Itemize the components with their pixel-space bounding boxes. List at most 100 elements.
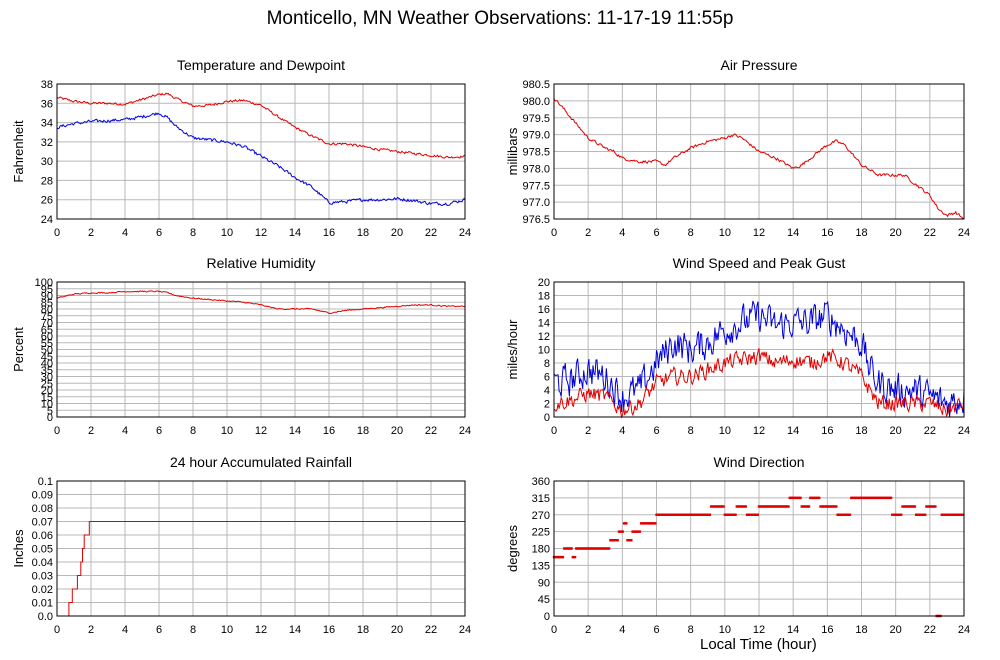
y-tick-label: 360	[532, 476, 550, 488]
x-tick-label: 14	[289, 624, 301, 636]
wind-direction-point	[611, 539, 615, 542]
y-tick-label: 90	[538, 577, 550, 589]
wind-direction-point	[863, 496, 866, 500]
y-tick-label: 16	[538, 304, 550, 316]
wind-direction-point	[668, 513, 672, 516]
y-tick-label: 14	[538, 318, 550, 330]
wind-direction-point	[923, 513, 927, 516]
y-tick-label: 979.0	[522, 130, 550, 142]
y-tick-label: 10	[538, 345, 550, 357]
plot-frame	[56, 281, 466, 418]
y-tick-label: 0.07	[32, 517, 53, 529]
series-line-red	[56, 92, 466, 159]
wind-direction-point	[697, 513, 701, 516]
wind-direction-point	[588, 547, 591, 550]
x-tick-label: 18	[357, 624, 369, 636]
x-axis-label: Local Time (hour)	[700, 636, 817, 653]
wind-direction-point	[932, 505, 936, 508]
y-tick-label: 0.02	[32, 584, 53, 596]
wind-direction-point	[690, 513, 693, 516]
y-tick-label: 34	[41, 118, 53, 130]
wind-direction-point	[679, 513, 682, 516]
x-tick-label: 12	[753, 227, 765, 239]
wind-direction-point	[911, 505, 914, 508]
wind-direction-point	[908, 505, 912, 508]
wind-direction-point	[848, 513, 852, 516]
y-axis-label: degrees	[505, 525, 520, 572]
wind-direction-point	[721, 505, 724, 508]
wind-direction-point	[892, 513, 895, 516]
wind-direction-point	[577, 547, 580, 550]
x-tick-label: 18	[357, 227, 369, 239]
series-line-blue	[56, 112, 466, 207]
y-tick-label: 225	[532, 527, 550, 539]
x-tick-label: 2	[88, 624, 94, 636]
wind-direction-point	[563, 547, 566, 550]
wind-direction-point	[621, 530, 624, 533]
x-tick-label: 8	[688, 624, 694, 636]
x-tick-label: 12	[255, 425, 267, 437]
x-tick-label: 6	[653, 227, 659, 239]
wind-direction-point	[912, 505, 915, 508]
chart-3: Relative HumidityPercent0510152025303540…	[11, 255, 471, 437]
wind-direction-point	[604, 547, 607, 550]
wind-direction-point	[717, 505, 720, 508]
y-tick-label: 978.0	[522, 163, 550, 175]
chart-2: Air Pressure millibars 976.5 977.0 977.5 978.…	[505, 57, 970, 239]
wind-direction-point	[922, 513, 926, 516]
wind-direction-point	[631, 530, 634, 533]
y-tick-label: 0.03	[32, 571, 53, 583]
y-tick-label: 28	[41, 175, 53, 187]
wind-direction-point	[688, 513, 691, 516]
x-tick-label: 0	[551, 425, 557, 437]
wind-direction-point	[635, 530, 638, 533]
x-tick-label: 22	[425, 227, 437, 239]
y-tick-label: 0.09	[32, 490, 53, 502]
y-tick-label: 70	[41, 318, 53, 330]
wind-direction-point	[567, 547, 571, 550]
wind-direction-point	[891, 513, 894, 516]
wind-direction-point	[672, 513, 675, 516]
series-line-red	[56, 290, 466, 314]
x-tick-label: 20	[890, 624, 902, 636]
wind-direction-point	[576, 547, 579, 550]
wind-direction-point	[819, 505, 822, 508]
wind-direction-point	[736, 505, 740, 508]
y-tick-label: 38	[41, 79, 53, 91]
y-tick-label: 90	[41, 291, 53, 303]
wind-direction-point	[560, 555, 563, 559]
wind-direction-point	[943, 513, 946, 516]
wind-direction-point	[637, 530, 640, 533]
wind-direction-point	[600, 547, 604, 550]
wind-direction-point	[800, 505, 803, 508]
x-tick-label: 20	[890, 227, 902, 239]
wind-direction-point	[914, 513, 918, 516]
wind-direction-point	[799, 496, 802, 500]
wind-direction-point	[861, 496, 864, 500]
x-tick-label: 14	[289, 227, 301, 239]
wind-direction-point	[781, 505, 784, 508]
wind-direction-point	[661, 513, 664, 516]
y-tick-label: 5	[47, 405, 53, 417]
wind-direction-point	[620, 530, 623, 533]
wind-direction-point	[714, 505, 718, 508]
wind-direction-point	[784, 505, 788, 508]
plot-frame	[56, 83, 466, 220]
wind-direction-point	[614, 539, 617, 542]
y-tick-label: 2	[544, 399, 550, 411]
wind-direction-point	[685, 513, 689, 516]
x-tick-label: 20	[391, 425, 403, 437]
wind-direction-point	[843, 513, 847, 516]
wind-direction-point	[864, 496, 868, 500]
plot-frame	[553, 480, 965, 617]
wind-direction-point	[906, 505, 909, 508]
y-tick-label: 10	[41, 399, 53, 411]
wind-direction-point	[680, 513, 684, 516]
y-tick-label: 0.08	[32, 503, 53, 515]
wind-direction-point	[814, 496, 817, 500]
x-tick-label: 6	[156, 624, 162, 636]
wind-direction-point	[838, 513, 842, 516]
wind-direction-point	[850, 496, 853, 500]
wind-direction-point	[612, 539, 616, 542]
x-tick-label: 2	[88, 227, 94, 239]
